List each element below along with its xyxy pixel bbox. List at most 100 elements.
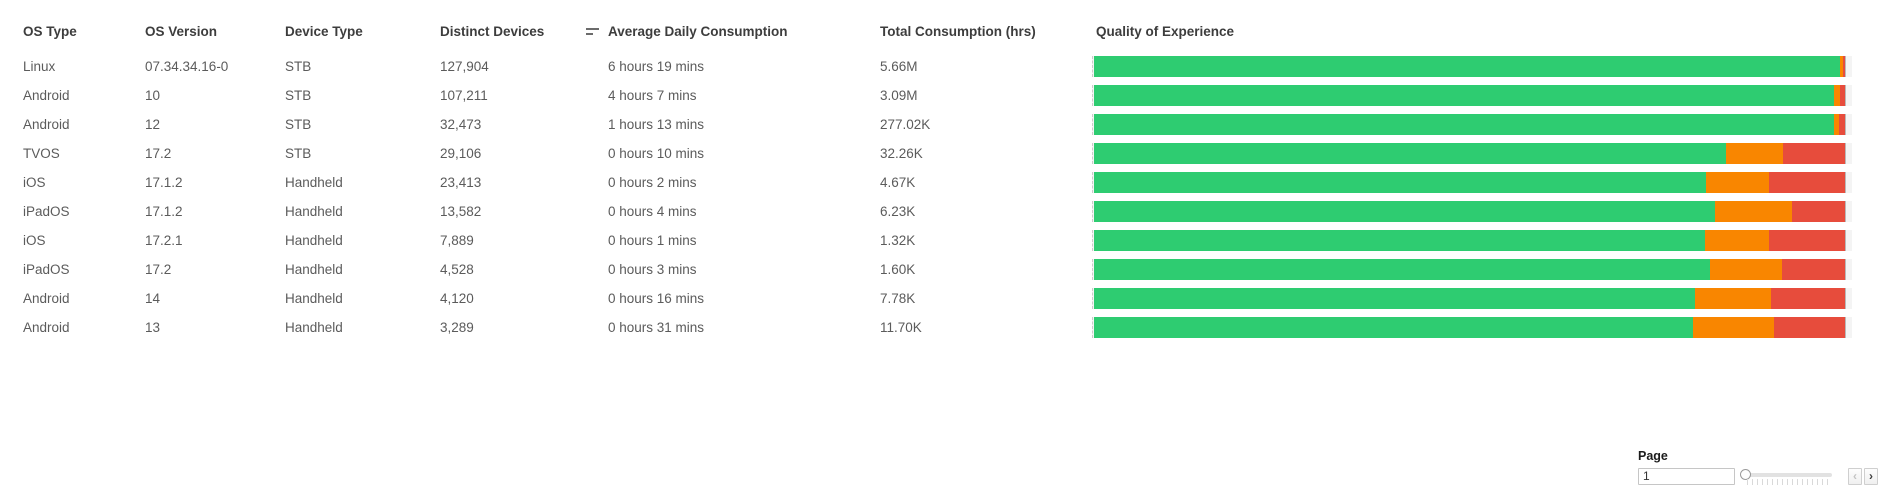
- os-version-cell: 10: [145, 88, 161, 103]
- qoe-orange-segment: [1704, 230, 1770, 251]
- qoe-red-segment: [1843, 56, 1845, 77]
- os-type-cell: iPadOS: [23, 262, 70, 277]
- qoe-red-segment: [1781, 259, 1845, 280]
- os-version-cell: 13: [145, 320, 161, 335]
- qoe-stacked-bar[interactable]: [1094, 56, 1846, 77]
- table-row[interactable]: TVOS 17.2 STB 29,106 0 hours 10 mins 32.…: [0, 139, 1894, 168]
- qoe-stacked-bar[interactable]: [1094, 201, 1846, 222]
- qoe-stacked-bar[interactable]: [1094, 230, 1846, 251]
- qoe-stacked-bar[interactable]: [1094, 85, 1846, 106]
- qoe-orange-segment: [1834, 114, 1839, 135]
- page-slider[interactable]: [1740, 466, 1832, 486]
- qoe-red-segment: [1773, 317, 1845, 338]
- distinct-devices-cell: 7,889: [440, 233, 474, 248]
- device-type-cell: Handheld: [285, 262, 343, 277]
- os-type-cell: TVOS: [23, 146, 60, 161]
- qoe-plot-strip: [1092, 259, 1852, 280]
- distinct-devices-cell: 107,211: [440, 88, 488, 103]
- table-row[interactable]: iPadOS 17.1.2 Handheld 13,582 0 hours 4 …: [0, 197, 1894, 226]
- column-header-os-version[interactable]: OS Version: [145, 24, 218, 39]
- sort-descending-icon: [586, 28, 599, 35]
- table-row[interactable]: iOS 17.2.1 Handheld 7,889 0 hours 1 mins…: [0, 226, 1894, 255]
- qoe-green-segment: [1094, 288, 1695, 309]
- total-consumption-cell: 1.60K: [880, 262, 916, 277]
- qoe-red-segment: [1769, 172, 1845, 193]
- device-type-cell: Handheld: [285, 175, 343, 190]
- qoe-red-segment: [1769, 230, 1845, 251]
- qoe-orange-segment: [1694, 288, 1772, 309]
- column-header-total-consumption[interactable]: Total Consumption (hrs): [880, 24, 1036, 39]
- os-version-cell: 07.34.34.16-0: [145, 59, 229, 74]
- total-consumption-cell: 11.70K: [880, 320, 922, 335]
- column-header-os-type[interactable]: OS Type: [23, 24, 77, 39]
- device-type-cell: STB: [285, 59, 312, 74]
- table-row[interactable]: Android 12 STB 32,473 1 hours 13 mins 27…: [0, 110, 1894, 139]
- table-row[interactable]: Android 10 STB 107,211 4 hours 7 mins 3.…: [0, 81, 1894, 110]
- qoe-plot-strip: [1092, 317, 1852, 338]
- qoe-orange-segment: [1693, 317, 1774, 338]
- os-type-cell: Android: [23, 291, 70, 306]
- distinct-devices-cell: 29,106: [440, 146, 482, 161]
- os-version-cell: 17.2: [145, 146, 172, 161]
- os-type-cell: iOS: [23, 175, 46, 190]
- qoe-red-segment: [1838, 114, 1845, 135]
- total-consumption-cell: 3.09M: [880, 88, 918, 103]
- device-type-cell: STB: [285, 88, 312, 103]
- qoe-red-segment: [1839, 85, 1845, 106]
- qoe-stacked-bar[interactable]: [1094, 143, 1846, 164]
- previous-page-button[interactable]: ‹: [1848, 467, 1862, 485]
- quality-of-experience-cell: [1092, 85, 1852, 106]
- qoe-red-segment: [1792, 201, 1845, 222]
- device-type-cell: Handheld: [285, 320, 343, 335]
- qoe-green-segment: [1094, 230, 1705, 251]
- page-number-input[interactable]: [1638, 467, 1735, 485]
- average-daily-consumption-cell: 1 hours 13 mins: [608, 117, 705, 132]
- qoe-stacked-bar[interactable]: [1094, 317, 1846, 338]
- os-type-cell: Android: [23, 320, 70, 335]
- qoe-orange-segment: [1839, 56, 1844, 77]
- qoe-green-segment: [1094, 172, 1707, 193]
- column-header-device-type[interactable]: Device Type: [285, 24, 363, 39]
- column-header-distinct-devices[interactable]: Distinct Devices: [440, 24, 545, 39]
- table-row[interactable]: iPadOS 17.2 Handheld 4,528 0 hours 3 min…: [0, 255, 1894, 284]
- os-version-cell: 12: [145, 117, 161, 132]
- os-version-cell: 17.1.2: [145, 175, 183, 190]
- column-header-quality-of-experience[interactable]: Quality of Experience: [1096, 24, 1235, 39]
- qoe-plot-strip: [1092, 230, 1852, 251]
- qoe-green-segment: [1094, 143, 1727, 164]
- page-label: Page: [1638, 449, 1668, 463]
- os-type-cell: iPadOS: [23, 204, 70, 219]
- qoe-green-segment: [1094, 85, 1834, 106]
- page-slider-ticks: [1747, 479, 1832, 485]
- qoe-orange-segment: [1709, 259, 1782, 280]
- qoe-plot-strip: [1092, 172, 1852, 193]
- qoe-orange-segment: [1715, 201, 1793, 222]
- qoe-stacked-bar[interactable]: [1094, 259, 1846, 280]
- table-row[interactable]: Linux 07.34.34.16-0 STB 127,904 6 hours …: [0, 52, 1894, 81]
- column-header-average-daily-consumption[interactable]: Average Daily Consumption: [586, 24, 880, 39]
- qoe-green-segment: [1094, 114, 1835, 135]
- page-slider-handle[interactable]: [1740, 469, 1751, 480]
- distinct-devices-cell: 127,904: [440, 59, 489, 74]
- table-row[interactable]: Android 13 Handheld 3,289 0 hours 31 min…: [0, 313, 1894, 342]
- average-daily-consumption-cell: 0 hours 4 mins: [608, 204, 697, 219]
- table-row[interactable]: Android 14 Handheld 4,120 0 hours 16 min…: [0, 284, 1894, 313]
- device-type-cell: Handheld: [285, 291, 343, 306]
- qoe-stacked-bar[interactable]: [1094, 114, 1846, 135]
- qoe-stacked-bar[interactable]: [1094, 172, 1846, 193]
- qoe-plot-strip: [1092, 143, 1852, 164]
- device-type-cell: STB: [285, 146, 312, 161]
- page-slider-track[interactable]: [1746, 473, 1832, 477]
- os-type-cell: Android: [23, 117, 70, 132]
- qoe-plot-strip: [1092, 56, 1852, 77]
- device-type-cell: Handheld: [285, 204, 343, 219]
- qoe-stacked-bar[interactable]: [1094, 288, 1846, 309]
- table-row[interactable]: iOS 17.1.2 Handheld 23,413 0 hours 2 min…: [0, 168, 1894, 197]
- quality-of-experience-cell: [1092, 172, 1852, 193]
- total-consumption-cell: 1.32K: [880, 233, 916, 248]
- qoe-orange-segment: [1706, 172, 1770, 193]
- os-version-cell: 17.1.2: [145, 204, 183, 219]
- device-type-cell: Handheld: [285, 233, 343, 248]
- quality-of-experience-cell: [1092, 143, 1852, 164]
- next-page-button[interactable]: ›: [1864, 467, 1878, 485]
